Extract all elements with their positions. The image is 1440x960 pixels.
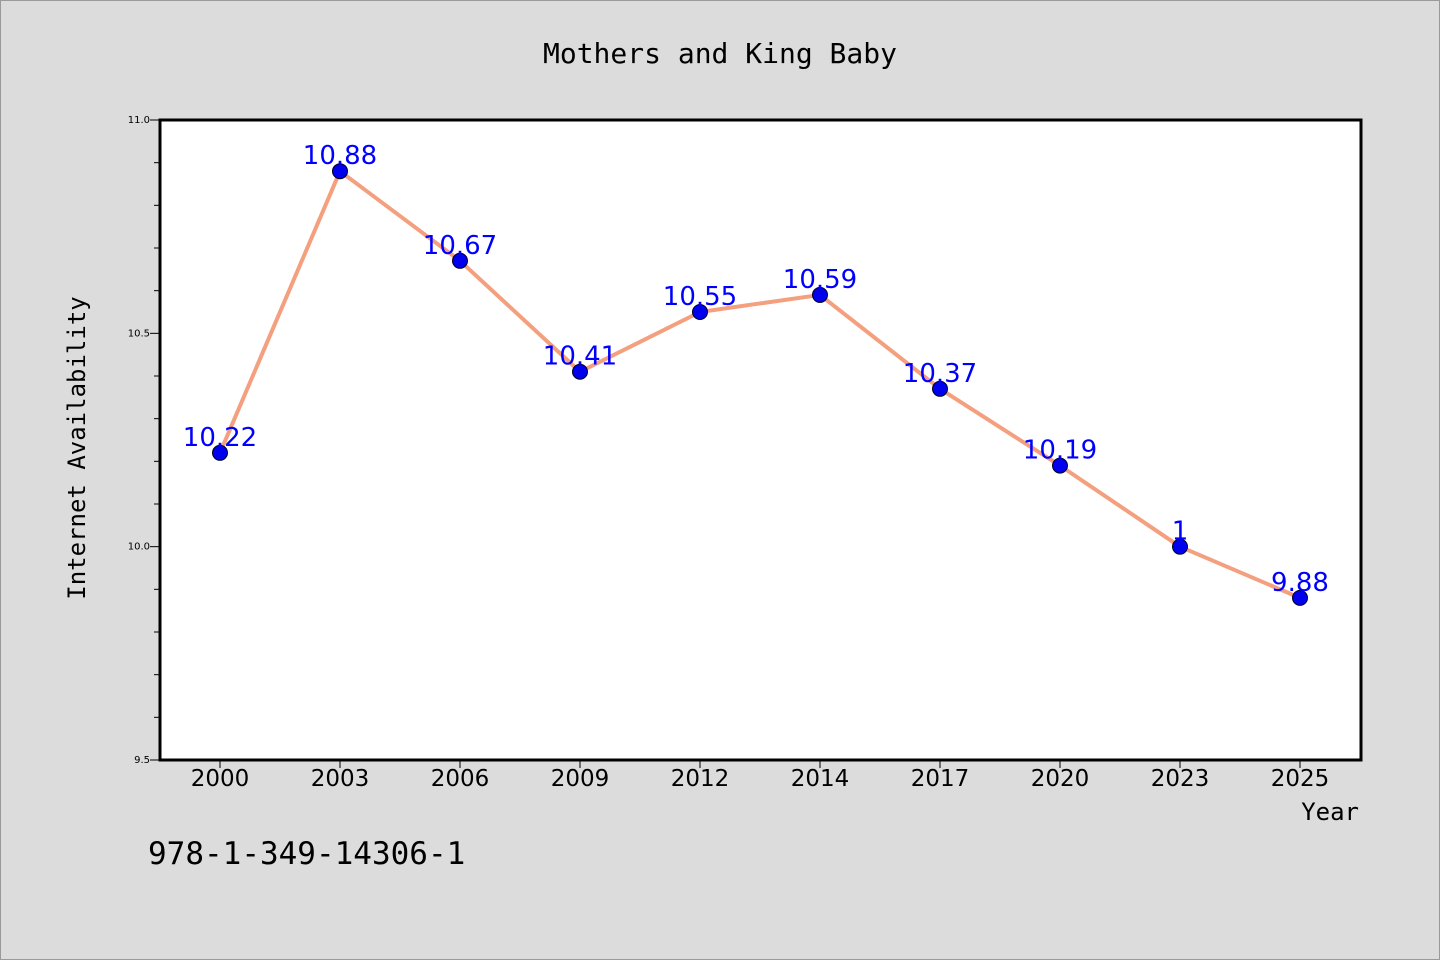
data-label: 9.88 (1271, 568, 1329, 598)
data-label: 10.19 (1023, 436, 1097, 466)
data-point (1172, 538, 1188, 555)
x-tick-label: 2009 (551, 766, 610, 792)
x-tick-label: 2014 (791, 766, 850, 792)
data-label: 10.55 (663, 282, 737, 312)
data-label: 10.22 (183, 423, 257, 453)
data-point (1052, 457, 1068, 474)
data-point (692, 304, 708, 320)
data-label: 10.37 (903, 359, 977, 389)
series-line (218, 169, 1302, 600)
x-axis: 2000 2003 2006 2009 2012 2014 2017 2020 2023 2025 (191, 760, 1330, 792)
footnote: 978-1-349-14306-1 (148, 836, 465, 872)
y-tick-label: 10.0 (128, 542, 150, 553)
x-tick-label: 2003 (311, 766, 370, 792)
chart-title: Mothers and King Baby (543, 37, 897, 70)
y-tick-label: 11.0 (128, 115, 150, 126)
data-point (812, 286, 828, 303)
x-tick-label: 2017 (911, 766, 970, 792)
x-tick-label: 2023 (1151, 766, 1210, 792)
y-tick-label: 10.5 (128, 328, 150, 339)
data-point (212, 444, 228, 461)
x-tick-label: 2020 (1031, 766, 1090, 792)
y-axis-label: Internet Availability (63, 296, 91, 599)
data-point (1292, 589, 1308, 606)
data-point (572, 363, 588, 380)
data-label: 10.41 (543, 342, 617, 372)
x-tick-label: 2006 (431, 766, 490, 792)
data-label: 10.67 (423, 231, 497, 261)
y-tick-label: 9.5 (134, 755, 150, 766)
series-layer: 10.22 10.88 10.67 10.41 10.55 10.59 10.37 10.19… (183, 141, 1329, 606)
x-tick-label: 2025 (1271, 766, 1330, 792)
data-label: 10.59 (783, 265, 857, 295)
plot-area (158, 118, 1363, 762)
data-point (452, 252, 468, 269)
data-label: 10.88 (303, 141, 377, 171)
data-label: 1 (1172, 517, 1189, 547)
x-tick-label: 2000 (191, 766, 250, 792)
data-point (932, 380, 948, 397)
x-tick-label: 2012 (671, 766, 730, 792)
data-point (332, 163, 348, 180)
y-axis: 9.5 10.0 10.5 11.0 (128, 115, 160, 766)
x-axis-label: Year (1301, 798, 1359, 826)
